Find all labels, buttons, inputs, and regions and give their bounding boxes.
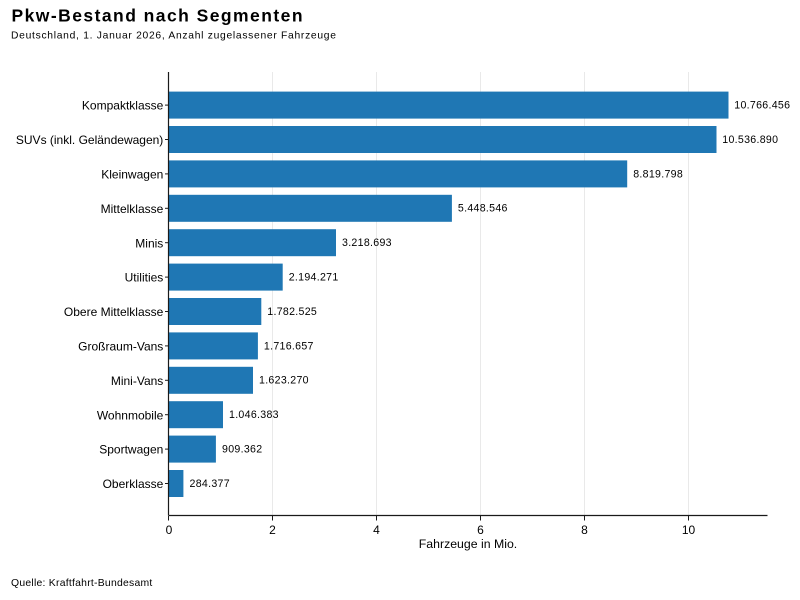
svg-text:2: 2 — [269, 523, 276, 537]
svg-text:3.218.693: 3.218.693 — [342, 237, 392, 249]
svg-text:SUVs (inkl. Geländewagen): SUVs (inkl. Geländewagen) — [16, 133, 163, 147]
svg-text:10.766.456: 10.766.456 — [734, 100, 790, 112]
svg-text:Großraum-Vans: Großraum-Vans — [78, 340, 163, 354]
svg-text:Mittelklasse: Mittelklasse — [101, 202, 164, 216]
svg-text:Kleinwagen: Kleinwagen — [101, 168, 163, 182]
svg-text:Mini-Vans: Mini-Vans — [111, 374, 163, 388]
svg-text:0: 0 — [166, 523, 173, 537]
svg-text:8: 8 — [581, 523, 588, 537]
svg-text:1.782.525: 1.782.525 — [267, 306, 317, 318]
svg-text:6: 6 — [477, 523, 484, 537]
svg-text:4: 4 — [373, 523, 380, 537]
svg-text:Sportwagen: Sportwagen — [99, 443, 163, 457]
svg-text:284.377: 284.377 — [190, 478, 230, 490]
svg-text:Pkw-Bestand nach Segmenten: Pkw-Bestand nach Segmenten — [12, 6, 304, 26]
svg-text:Minis: Minis — [135, 236, 163, 250]
svg-text:Kompaktklasse: Kompaktklasse — [82, 99, 164, 113]
svg-text:10: 10 — [682, 523, 696, 537]
svg-text:Quelle: Kraftfahrt-Bundesamt: Quelle: Kraftfahrt-Bundesamt — [11, 578, 153, 589]
svg-text:Wohnmobile: Wohnmobile — [97, 408, 164, 422]
svg-text:909.362: 909.362 — [222, 444, 262, 456]
svg-text:Utilities: Utilities — [125, 271, 164, 285]
svg-text:Obere Mittelklasse: Obere Mittelklasse — [64, 305, 164, 319]
svg-text:1.716.657: 1.716.657 — [264, 340, 314, 352]
svg-text:5.448.546: 5.448.546 — [458, 203, 508, 215]
svg-text:8.819.798: 8.819.798 — [633, 168, 683, 180]
svg-text:1.623.270: 1.623.270 — [259, 375, 309, 387]
svg-text:Deutschland, 1. Januar 2026, A: Deutschland, 1. Januar 2026, Anzahl zuge… — [11, 31, 337, 42]
svg-text:Fahrzeuge in Mio.: Fahrzeuge in Mio. — [419, 537, 517, 551]
svg-text:10.536.890: 10.536.890 — [722, 134, 778, 146]
svg-text:Oberklasse: Oberklasse — [103, 477, 164, 491]
svg-text:2.194.271: 2.194.271 — [289, 272, 339, 284]
svg-text:1.046.383: 1.046.383 — [229, 409, 279, 421]
